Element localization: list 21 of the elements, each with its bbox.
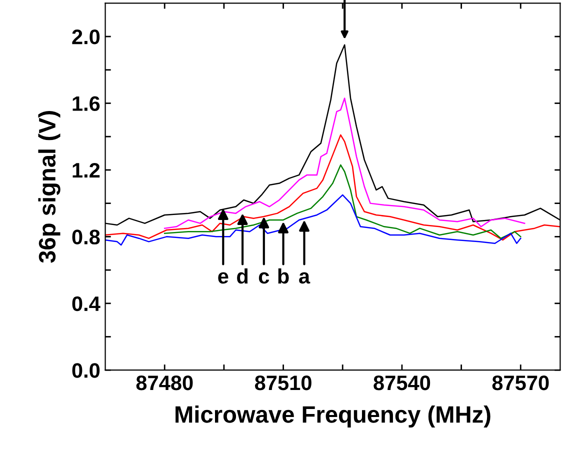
y-tick-label: 0.8 [72, 230, 100, 244]
y-tick-label: 1.2 [72, 162, 100, 178]
x-tick-label: 87510 [254, 376, 312, 390]
y-axis-title: 36p signal (V) [38, 111, 60, 263]
annotation: d [237, 268, 248, 284]
line-series [164, 98, 526, 229]
x-tick-label: 87480 [136, 376, 193, 390]
y-tick-label: 0.0 [72, 363, 100, 378]
x-axis-title: Microwave Frequency (MHz) [176, 405, 490, 428]
x-tick-label: 87570 [492, 376, 549, 390]
annotation: c [258, 272, 270, 284]
line-series [105, 134, 560, 241]
annotation: a [299, 272, 310, 284]
annotation: e [218, 272, 228, 284]
x-tick-label: 87540 [374, 376, 430, 390]
line-series [164, 164, 522, 239]
line-series [105, 194, 522, 246]
annotation: b [278, 268, 289, 284]
y-tick-label: 1.6 [72, 96, 100, 111]
y-tick-label: 0.4 [72, 296, 100, 312]
y-tick-label: 2.0 [72, 30, 100, 44]
